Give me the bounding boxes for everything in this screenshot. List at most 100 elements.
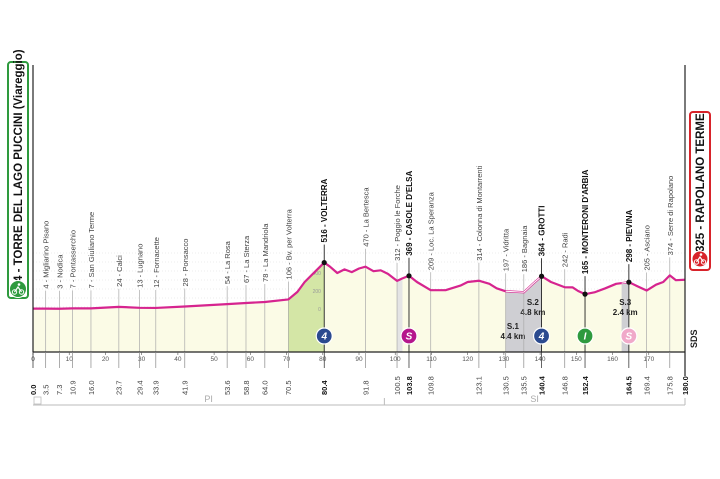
km-mark-label: 169.4 [642,376,651,395]
waypoint-label: 374 - Serre di Rapolano [666,176,675,256]
x-tick-label: 160 [607,356,618,363]
start-label: 4 - TORRE DEL LAGO PUCCINI (Viareggio) [13,49,25,282]
gravel-sector-length: 4.8 km [520,308,545,317]
marker-glyph: 4 [538,332,545,343]
sponsor-mark: SDS [689,329,699,348]
waypoint-label: 369 - CASOLE D'ELSA [405,171,414,256]
gravel-road-line [523,275,542,293]
km-mark-label: 10.9 [68,380,77,395]
elevation-tick-label: 200 [313,289,322,295]
km-mark-label: 100.5 [393,376,402,395]
waypoint-dot [321,259,327,266]
waypoint-label: 106 - Bv. per Volterra [284,208,293,279]
waypoint-label: 197 - Vidritta [502,228,511,271]
waypoint-label: 298 - PIEVINA [625,209,634,262]
x-tick-label: 30 [138,356,146,363]
km-mark-label: 23.7 [115,380,124,395]
x-tick-label: 40 [174,356,182,363]
x-tick-label: 90 [355,356,363,363]
km-mark-label: 164.5 [625,376,634,395]
sprint-icon [400,327,418,345]
km-mark-label: 41.9 [181,380,190,395]
km-mark-label: 175.8 [666,376,675,395]
gravel-sector-name: S.2 [527,298,540,307]
x-tick-label: 140 [535,356,546,363]
x-tick-label: 150 [571,356,582,363]
km-mark-label: 180.0 [681,376,690,395]
km-mark-label: 16.0 [87,380,96,395]
province-label: SI [530,394,539,404]
km-mark-label: 64.0 [261,380,270,395]
km-mark-label: 53.6 [223,380,232,395]
x-axis: 0 10 20 30 40 50 60 70 80 90 100 110 120 130 140 150 160… [31,65,686,376]
x-tick-label: 130 [498,356,509,363]
province-label: PI [204,394,213,404]
km-mark-label: 109.8 [427,376,436,395]
km-mark-label: 140.4 [537,375,546,395]
km-mark-label: 7.3 [55,385,64,395]
x-tick-label: 70 [283,356,291,363]
sprint-icon [620,327,638,345]
province-start-mark [33,396,42,405]
waypoint-label: 67 - La Sterza [242,235,251,283]
waypoint-label: 242 - Radi [561,232,570,267]
climb-category-4-icon [532,327,551,345]
marker-glyph: S [406,332,413,343]
marker-glyph: S [626,332,633,343]
waypoint-label: 209 - Loc. La Speranza [427,191,436,270]
waypoint-dot [626,279,632,285]
finish-cyclist-icon [691,250,709,268]
province-bracket: PI SI [33,394,686,406]
km-mark-label: 152.4 [581,375,590,395]
x-tick-label: 10 [66,356,74,363]
x-tick-label: 20 [102,356,110,363]
finish-box: 325 - RAPOLANO TERME [689,111,711,271]
waypoint-label: 54 - La Rosa [223,240,232,284]
km-mark-label: 123.1 [475,376,484,395]
x-tick-label: 110 [426,356,437,363]
start-box: 4 - TORRE DEL LAGO PUCCINI (Viareggio) [7,49,29,299]
gravel-sector-area [505,291,524,352]
x-tick-label: 50 [210,356,218,363]
km-mark-label: 135.5 [520,376,529,395]
shaded-band [397,280,403,352]
waypoint-label: 28 - Ponsacco [181,239,190,287]
gravel-sector-length: 4.4 km [500,332,525,341]
gravel-sector-length: 2.4 km [613,308,638,317]
waypoint-dot [582,291,588,297]
km-mark-label: 70.5 [284,380,293,395]
km-mark-label: 103.8 [405,376,414,395]
waypoint-label: 364 - GROTTI [538,206,547,257]
waypoint-label: 186 - Bagnaia [520,225,529,273]
waypoint-label: 3 - Nodica [55,254,64,289]
x-tick-label: 170 [643,356,654,363]
waypoint-label: 165 - MONTERONI D'ARBIA [581,169,590,274]
waypoint-dot [538,273,545,279]
km-mark-label: 80.4 [320,380,329,395]
markers: 4 S 4 I S [315,327,638,345]
waypoint-label: 516 - VOLTERRA [320,178,329,242]
km-mark-label: 3.5 [41,385,50,395]
waypoint-label: 7 - San Giuliano Terme [87,212,96,289]
km-mark-label: 146.8 [561,376,570,395]
km-mark-label: 33.9 [152,380,161,395]
waypoint-labels: 4 - Migliarino Pisano 3 - Nodica 7 - Ponta… [42,165,675,297]
km-mark-label: 58.8 [242,380,251,395]
waypoint-label: 4 - Migliarino Pisano [42,221,51,289]
waypoint-label: 205 - Asciano [643,225,652,270]
km-mark-label: 130.5 [502,376,511,395]
x-tick-label: 100 [390,356,401,363]
waypoint-label: 314 - Colonna di Montarrenti [475,165,484,260]
km-labels: 0.0 3.5 7.3 10.9 16.0 23.7 29.4 33.9 41.9 53.6 58.… [29,352,690,395]
elevation-tick-label: 400 [313,271,322,277]
x-tick-label: 80 [319,356,327,363]
climb-area-volterra [288,262,325,352]
start-cyclist-icon [9,280,27,298]
finish-label: 325 - RAPOLANO TERME [695,113,707,252]
waypoint-label: 13 - Lugnano [135,244,144,288]
intermediate-sprint-icon [576,327,594,345]
gravel-sector-name: S.1 [507,322,520,331]
waypoint-label: 7 - Pontasserchio [68,230,77,288]
gravel-road-line [505,290,524,293]
